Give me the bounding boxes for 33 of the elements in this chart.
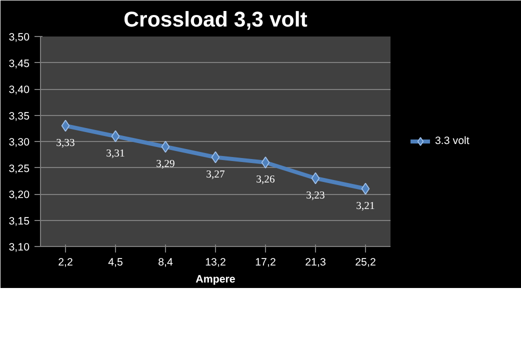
point: [361, 182, 370, 195]
data-label: 3,29: [156, 158, 175, 170]
x-tick-label: 17,2: [255, 256, 276, 268]
data-label: 3,21: [356, 200, 375, 212]
y-tick-label: 3,35: [8, 110, 30, 122]
data-label: 3,33: [56, 138, 75, 149]
y-tick-label: 3,25: [8, 162, 30, 175]
point: [111, 130, 120, 142]
y-tick-label: 3,45: [8, 58, 30, 70]
y-tick-label: 3,15: [8, 215, 30, 228]
point: [211, 151, 220, 164]
x-tick-label: 25,2: [355, 256, 376, 268]
point: [311, 172, 320, 184]
point: [261, 156, 270, 168]
y-tick-label: 3,10: [8, 242, 30, 254]
data-label: 3,23: [306, 190, 325, 202]
chart-title: Crossload 3,3 volt: [124, 8, 308, 32]
data-label: 3,27: [206, 169, 226, 180]
data-label: 3,26: [256, 174, 276, 186]
legend-label: 3.3 volt: [435, 135, 470, 147]
y-tick-label: 3,30: [8, 136, 30, 148]
point: [61, 120, 70, 132]
data-label: 3,31: [106, 148, 125, 160]
x-tick-label: 4,5: [108, 256, 123, 268]
x-tick-label: 2,2: [58, 256, 73, 268]
x-tick-label: 21,3: [305, 256, 326, 268]
x-axis-title: Ampere: [196, 274, 236, 286]
x-tick-label: 13,2: [205, 256, 226, 268]
x-tick-label: 8,4: [158, 256, 173, 268]
y-tick-label: 3,20: [8, 189, 30, 201]
point: [161, 140, 170, 153]
y-tick-label: 3,50: [8, 32, 30, 44]
y-tick-label: 3,40: [8, 84, 30, 96]
